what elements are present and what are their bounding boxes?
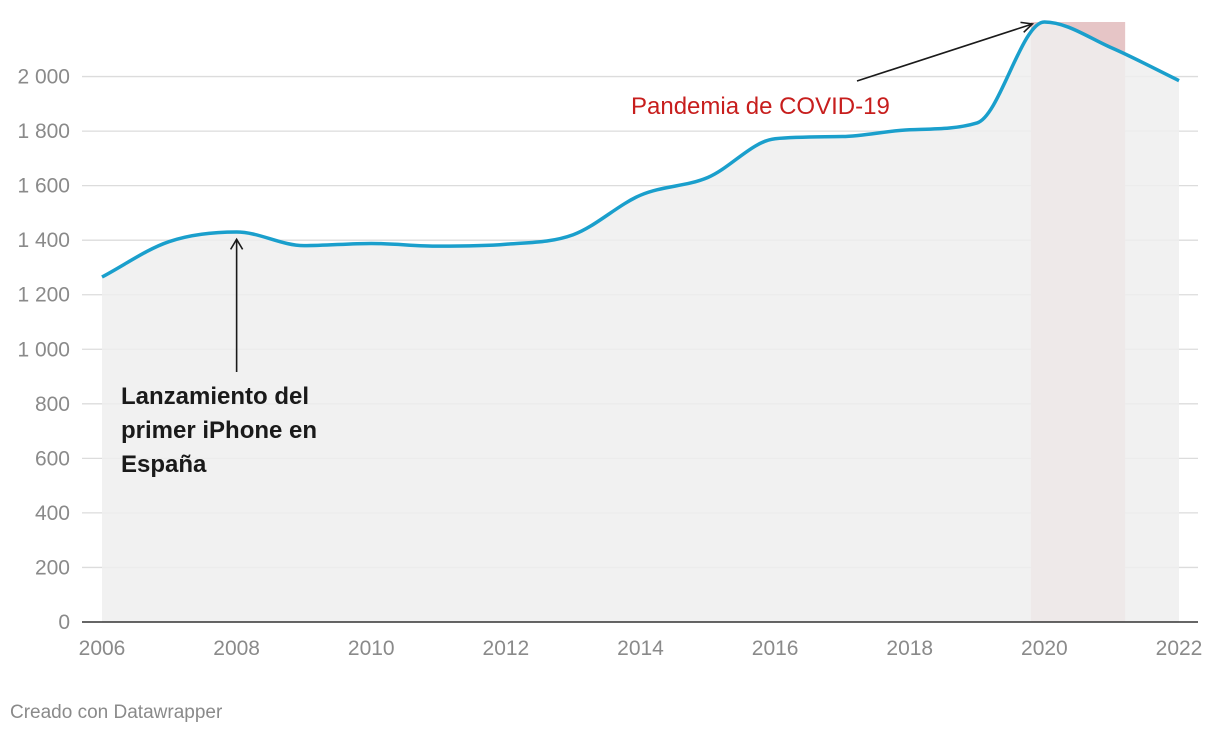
x-tick-label: 2014 <box>617 637 664 660</box>
y-tick-label: 600 <box>35 447 70 470</box>
iphone-annotation-line-2: primer iPhone en <box>121 417 317 444</box>
x-tick-label: 2006 <box>79 637 126 660</box>
covid-annotation-arrow <box>856 23 1033 82</box>
iphone-arrowhead <box>229 237 244 250</box>
x-tick-label: 2016 <box>752 637 799 660</box>
x-tick-label: 2018 <box>886 637 933 660</box>
x-tick-label: 2010 <box>348 637 395 660</box>
x-tick-label: 2022 <box>1156 637 1203 660</box>
covid-annotation-label: Pandemia de COVID-19 <box>631 93 890 120</box>
y-tick-label: 800 <box>35 393 70 416</box>
x-tick-label: 2012 <box>483 637 530 660</box>
y-tick-label: 2 000 <box>17 66 70 89</box>
y-tick-label: 1 400 <box>17 229 70 252</box>
iphone-annotation-label: Lanzamiento del primer iPhone en España <box>121 383 324 478</box>
y-axis-ticks: 0 200 400 600 800 1 000 1 200 1 400 1 600 1 800 2 … <box>17 66 70 634</box>
y-tick-label: 400 <box>35 502 70 525</box>
iphone-annotation-line-3: España <box>121 451 207 478</box>
datawrapper-credit: Creado con Datawrapper <box>10 702 223 723</box>
covid-arrowhead <box>1020 21 1035 33</box>
y-tick-label: 1 800 <box>17 120 70 143</box>
series-line <box>101 20 1180 279</box>
y-tick-label: 1 200 <box>17 284 70 307</box>
area-fill <box>102 22 1179 622</box>
y-tick-label: 1 000 <box>17 338 70 361</box>
annotations: Lanzamiento del primer iPhone en España … <box>121 21 1035 478</box>
y-tick-label: 0 <box>58 611 70 634</box>
x-tick-label: 2008 <box>213 637 260 660</box>
covid-annotation-line-1: Pandemia de COVID-19 <box>631 93 890 120</box>
x-axis-ticks: 2006 2008 2010 2012 2014 2016 2018 2020 2022 <box>79 637 1203 660</box>
y-tick-label: 200 <box>35 556 70 579</box>
y-tick-label: 1 600 <box>17 175 70 198</box>
iphone-annotation-line-1: Lanzamiento del <box>121 383 309 410</box>
line-chart: 0 200 400 600 800 1 000 1 200 1 400 1 600 1 800 2 … <box>17 20 1203 660</box>
x-tick-label: 2020 <box>1021 637 1068 660</box>
